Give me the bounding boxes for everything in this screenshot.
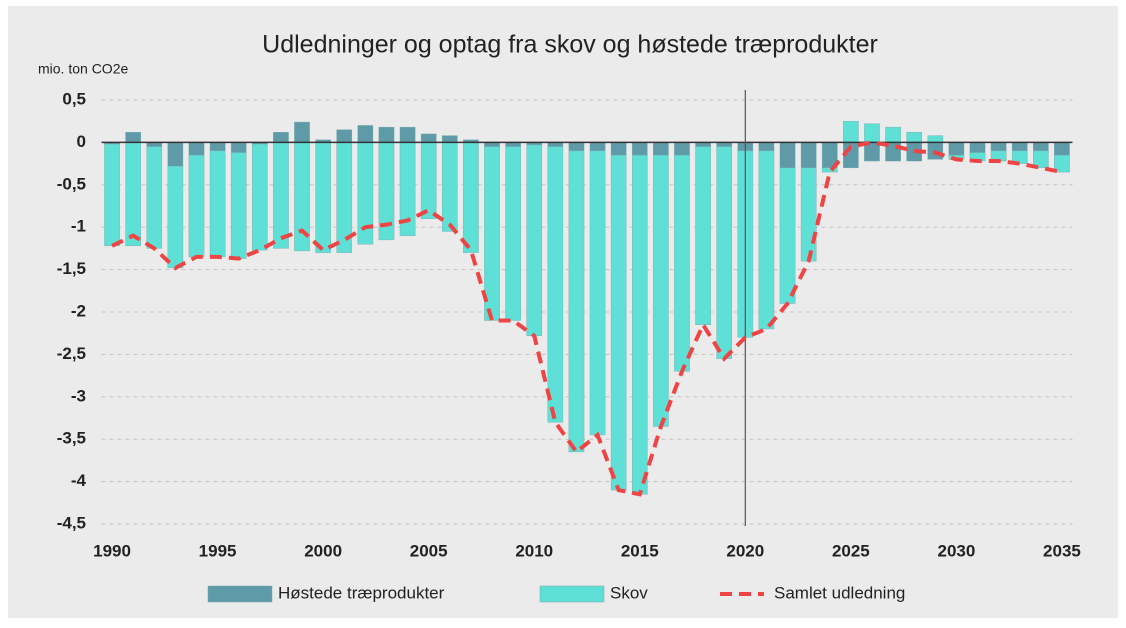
bar (1054, 154, 1070, 173)
bar (378, 126, 395, 143)
legend-swatch (539, 585, 605, 603)
legend-label: Høstede træprodukter (278, 583, 445, 602)
bar (273, 142, 289, 249)
bar (990, 142, 1007, 152)
bar (1011, 142, 1028, 152)
x-tick-label: 2000 (304, 541, 342, 560)
bar (653, 154, 669, 427)
bar (864, 123, 880, 143)
bar (188, 142, 205, 156)
bar (420, 133, 437, 143)
bar (589, 150, 606, 436)
line (111, 140, 1063, 497)
y-tick-label: 0 (77, 132, 86, 151)
bar (800, 167, 817, 262)
bar (969, 142, 986, 153)
bar (420, 142, 437, 219)
bar (125, 142, 141, 247)
bar (526, 144, 543, 336)
bar (674, 154, 690, 372)
bar (125, 132, 141, 143)
y-axis-label: mio. ton CO2e (38, 61, 128, 77)
bar (716, 146, 733, 359)
bar (441, 135, 458, 143)
bar (568, 150, 585, 453)
bar (104, 143, 120, 247)
y-tick-label: -2 (71, 301, 86, 320)
bar (315, 142, 331, 253)
bar (821, 167, 838, 173)
bar (948, 142, 965, 156)
x-tick-label: 2035 (1043, 541, 1081, 560)
x-tick-label: 2010 (515, 541, 553, 560)
bar (230, 142, 247, 153)
y-tick-label: 0,5 (62, 89, 86, 108)
bar (252, 143, 268, 251)
bar (779, 167, 796, 304)
bar (927, 135, 944, 143)
y-tick-label: -2,5 (57, 344, 86, 363)
bar (589, 142, 606, 152)
chart-title: Udledninger og optag fra skov og høstede… (262, 31, 878, 59)
bar (906, 132, 922, 143)
bar (1054, 142, 1070, 156)
bar (441, 142, 458, 232)
bar (843, 120, 859, 143)
x-tick-label: 1995 (199, 541, 237, 560)
bar (758, 142, 775, 152)
bar (399, 126, 416, 143)
x-tick-label: 2005 (410, 541, 448, 560)
bar (631, 154, 648, 495)
bar (294, 121, 310, 143)
y-tick-label: -1 (71, 217, 86, 236)
bar (610, 142, 627, 156)
bar (209, 150, 226, 258)
bar (230, 152, 247, 259)
bar (336, 129, 353, 143)
legend-swatch (207, 585, 273, 603)
y-tick-label: -3,5 (57, 429, 86, 448)
x-tick-label: 2025 (832, 541, 870, 560)
bar (674, 142, 690, 156)
bar (653, 142, 669, 156)
bar (188, 154, 205, 258)
legend-label: Samlet udledning (774, 583, 905, 602)
x-tick-label: 2030 (937, 541, 975, 560)
y-tick-label: -1,5 (57, 259, 86, 278)
bar (800, 142, 817, 169)
y-tick-label: -0,5 (57, 174, 86, 193)
x-tick-label: 2020 (726, 541, 764, 560)
bar (758, 150, 775, 330)
bar (631, 142, 648, 156)
bar (167, 165, 184, 269)
y-tick-label: -4 (71, 471, 87, 490)
bar (357, 125, 374, 143)
y-tick-label: -4,5 (57, 513, 86, 532)
bar (547, 146, 564, 423)
bar (779, 142, 796, 169)
bar (1033, 142, 1049, 152)
legend-label: Skov (610, 583, 648, 602)
x-tick-label: 2015 (621, 541, 659, 560)
x-tick-label: 1990 (93, 541, 131, 560)
bar (568, 142, 585, 152)
bar (146, 146, 163, 249)
y-tick-label: -3 (71, 386, 86, 405)
bar (484, 146, 500, 321)
bar (505, 146, 521, 321)
bar (1011, 150, 1028, 164)
bar (695, 146, 711, 325)
bar (1033, 150, 1049, 169)
bar (885, 126, 901, 143)
bar (610, 154, 627, 491)
bar (167, 142, 184, 167)
bar (209, 142, 226, 152)
bar (273, 132, 289, 143)
bar (463, 142, 479, 253)
